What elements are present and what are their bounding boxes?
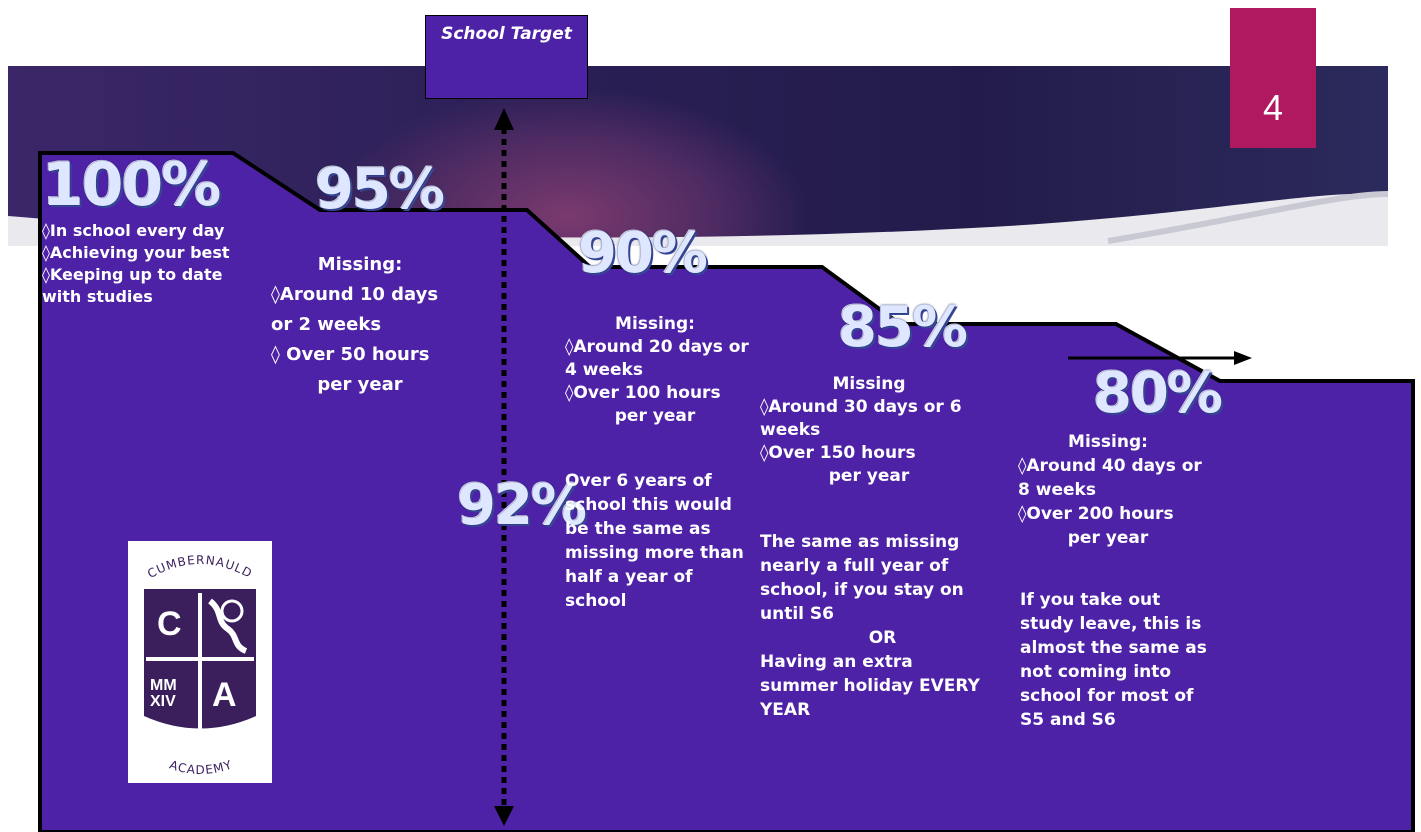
text-line: until S6 [760, 604, 834, 624]
text-line: summer holiday EVERY [760, 676, 980, 696]
text-line: ◊Around 20 days or [565, 337, 749, 357]
text-line: almost the same as [1020, 638, 1207, 658]
level-85-extra: The same as missing nearly a full year o… [760, 530, 1005, 722]
text-line: per year [317, 374, 403, 395]
text-line: school for most of [1020, 686, 1194, 706]
logo-numeral-line: XIV [150, 693, 176, 710]
school-target-box: School Target [425, 15, 588, 99]
text-line: YEAR [760, 700, 811, 720]
text-line: Missing: [1068, 432, 1148, 452]
level-90-extra: Over 6 years of school this would be the… [565, 469, 744, 613]
text-line: 4 weeks [565, 360, 643, 380]
text-line: S5 and S6 [1020, 710, 1116, 730]
text-line: ◊Around 40 days or [1018, 456, 1202, 476]
school-target-label: School Target [441, 24, 572, 44]
percent-90: 90% [578, 221, 708, 286]
text-line: school [565, 591, 627, 611]
arrow-up-icon [494, 108, 514, 130]
text-line: Missing: [615, 314, 695, 334]
text-line: ◊ Over 50 hours [271, 344, 430, 365]
text-line: ◊Over 200 hours [1018, 504, 1174, 524]
text-line: The same as missing [760, 532, 960, 552]
logo-numeral-line: MM [150, 677, 177, 694]
text-line: school this would [565, 495, 732, 515]
logo-letter-c: C [157, 605, 182, 643]
level-80-extra: If you take out study leave, this is alm… [1020, 588, 1207, 732]
logo-numerals: MM XIV [150, 678, 177, 710]
text-line: ◊Around 10 days [271, 284, 439, 305]
text-line: ◊Achieving your best [42, 243, 230, 262]
text-line: not coming into [1020, 662, 1172, 682]
text-line: with studies [42, 287, 153, 306]
text-line: ◊Keeping up to date [42, 265, 223, 284]
step-panel-shape [38, 151, 1415, 832]
percent-95: 95% [315, 157, 445, 222]
text-line: Missing [832, 374, 906, 394]
text-line: Having an extra [760, 652, 913, 672]
text-line: per year [1067, 528, 1149, 548]
logo-bottom-text: ACADEMY [168, 757, 235, 777]
text-line: missing more than [565, 543, 744, 563]
text-line: ◊Around 30 days or 6 [760, 397, 962, 417]
text-line: ◊Over 100 hours [565, 383, 721, 403]
percent-85: 85% [838, 295, 968, 360]
percent-target: 92% [457, 473, 587, 538]
text-line: study leave, this is [1020, 614, 1202, 634]
text-line: weeks [760, 420, 821, 440]
level-85-text: Missing ◊Around 30 days or 6 weeks ◊Over… [760, 373, 978, 488]
level-80-text: Missing: ◊Around 40 days or 8 weeks ◊Ove… [1018, 430, 1202, 550]
percent-80: 80% [1093, 361, 1223, 426]
text-line: per year [614, 406, 696, 426]
text-line: school, if you stay on [760, 580, 964, 600]
logo-letter-a: A [212, 676, 237, 714]
text-line: per year [828, 466, 910, 486]
text-line: be the same as [565, 519, 711, 539]
level-90-text: Missing: ◊Around 20 days or 4 weeks ◊Ove… [565, 313, 749, 428]
text-line: If you take out [1020, 590, 1161, 610]
slide-number-text: 4 [1262, 87, 1284, 128]
arrow-right-icon [1234, 351, 1252, 365]
text-line: 8 weeks [1018, 480, 1096, 500]
text-line: ◊Over 150 hours [760, 443, 916, 463]
text-line: ◊In school every day [42, 221, 225, 240]
text-line: OR [868, 628, 897, 648]
school-logo: CUMBERNAULD ACADEMY C A MM XIV [128, 541, 272, 783]
text-line: half a year of [565, 567, 693, 587]
slide-number: 4 [1230, 8, 1316, 148]
percent-100: 100% [42, 150, 221, 220]
text-line: Over 6 years of [565, 471, 712, 491]
logo-top-text: CUMBERNAULD [145, 553, 255, 581]
arrow-down-icon [494, 806, 514, 826]
level-100-text: ◊In school every day ◊Achieving your bes… [42, 220, 230, 308]
level-95-text: Missing: ◊Around 10 days or 2 weeks ◊ Ov… [271, 250, 449, 400]
text-line: or 2 weeks [271, 314, 382, 335]
text-line: nearly a full year of [760, 556, 949, 576]
logo-crest-icon: CUMBERNAULD ACADEMY [144, 553, 256, 777]
band-swoosh [8, 191, 1388, 246]
text-line: Missing: [317, 254, 403, 275]
